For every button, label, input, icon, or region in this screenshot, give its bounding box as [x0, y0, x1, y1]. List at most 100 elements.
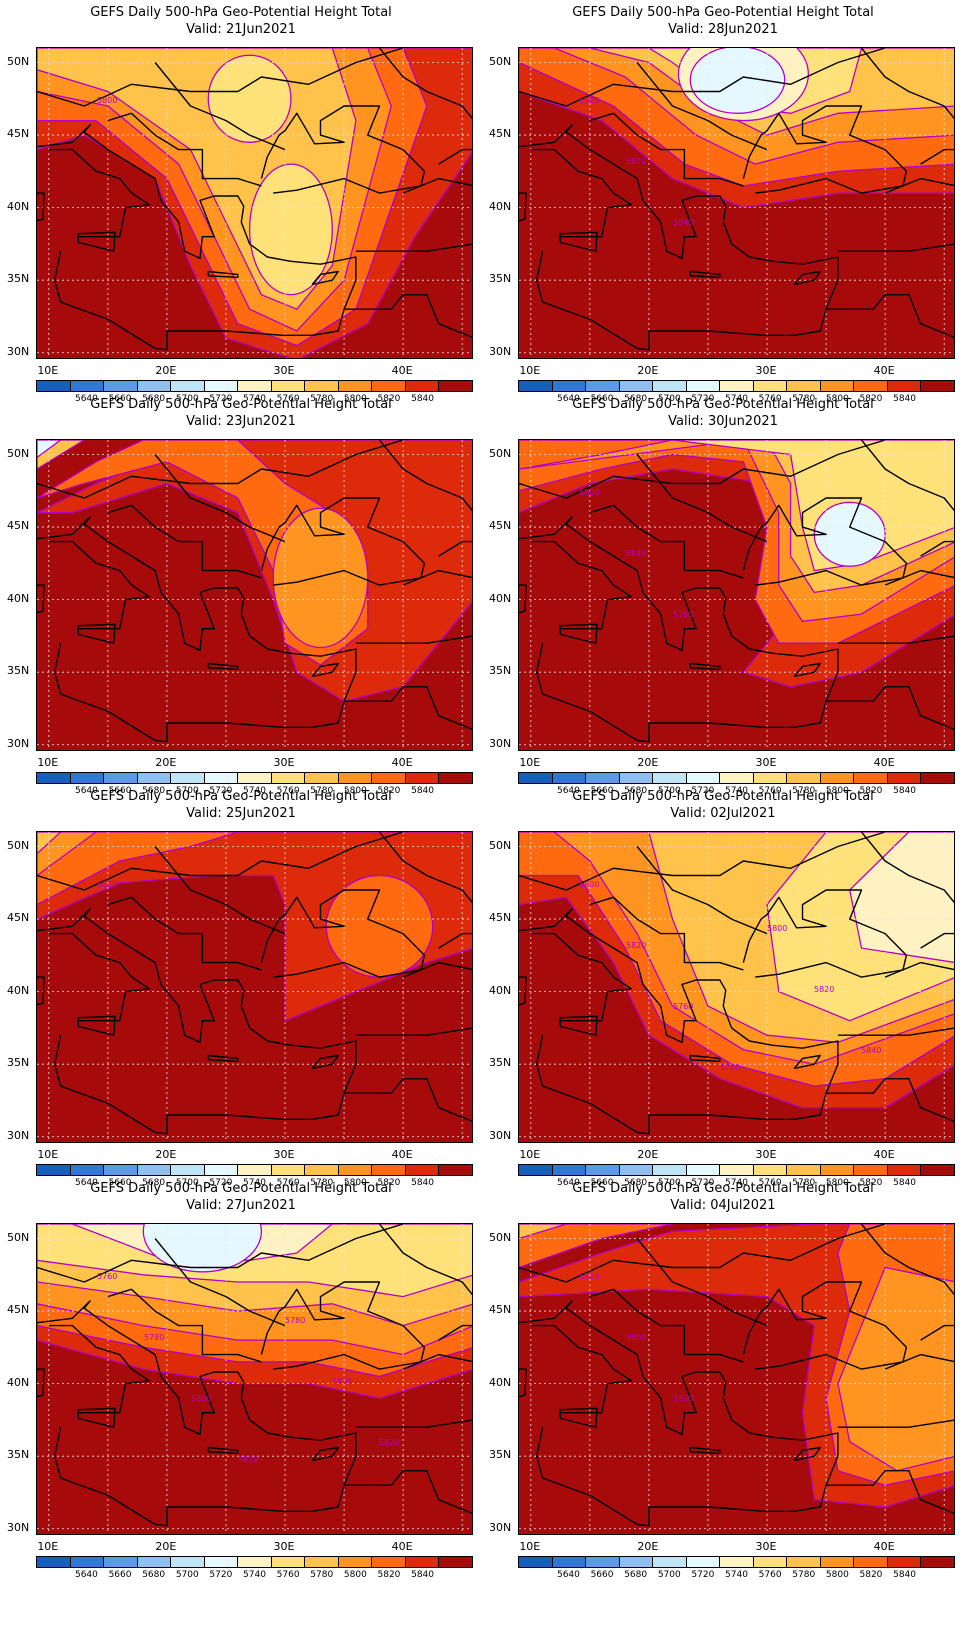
height-contour-band — [519, 1224, 673, 1269]
color-scale-swatch — [854, 773, 888, 783]
latitude-label: 50N — [7, 54, 30, 68]
color-scale-swatch — [137, 1165, 172, 1175]
color-scale-label: 5740 — [243, 1570, 266, 1580]
color-scale-swatch — [921, 381, 954, 391]
color-scale-label: 5720 — [691, 786, 715, 796]
coastline — [207, 1446, 239, 1454]
latitude-label: 35N — [7, 1056, 30, 1070]
coastline — [260, 105, 426, 194]
color-scale-label: 5840 — [893, 786, 917, 796]
coastline — [519, 908, 839, 1135]
longitude-label: 20E — [155, 1540, 177, 1553]
color-scale-label: 5660 — [590, 786, 614, 796]
latitude-label: 50N — [489, 54, 512, 68]
coastline — [107, 1288, 262, 1363]
map-panel: GEFS Daily 500-hPa Geo-Potential Height … — [0, 784, 482, 1194]
color-scale-swatch — [37, 773, 71, 783]
latitude-label: 35N — [489, 272, 512, 286]
color-scale-label: 5820 — [859, 1178, 883, 1188]
latitude-label: 50N — [7, 1230, 30, 1244]
color-scale-label: 5760 — [758, 786, 782, 796]
map-panel: GEFS Daily 500-hPa Geo-Potential Height … — [0, 1176, 482, 1586]
color-scale-label: 5640 — [74, 786, 98, 796]
coastline — [37, 1224, 404, 1283]
map-panel: GEFS Daily 500-hPa Geo-Potential Height … — [482, 1176, 964, 1586]
color-scale-label: 5640 — [74, 1178, 98, 1188]
geopotential-map: 5800 5820 5760 5780 5800 5820 5840 — [519, 832, 954, 1142]
coastline — [438, 932, 472, 949]
longitude-label: 40E — [873, 756, 895, 769]
color-scale-label: 5700 — [657, 786, 681, 796]
height-contour-band — [37, 440, 62, 459]
color-scale-swatch — [338, 1165, 373, 1175]
coastline — [793, 270, 821, 286]
coastline — [154, 1238, 286, 1327]
coastline — [742, 497, 908, 586]
coastline — [344, 294, 472, 339]
color-scale-label: 5760 — [758, 1570, 782, 1580]
coastline — [48, 932, 150, 1022]
color-scale-label: 5720 — [209, 394, 233, 404]
coastline — [207, 662, 239, 670]
color-scale-label: 5700 — [175, 786, 199, 796]
color-scale-label: 5640 — [556, 1178, 580, 1188]
contour-value-label: 5760 — [97, 1272, 117, 1281]
coastline — [519, 832, 886, 891]
color-scale-swatch — [787, 1557, 821, 1567]
color-scale-swatch — [405, 381, 440, 391]
coastline — [636, 62, 768, 151]
color-scale-swatch — [271, 773, 306, 783]
color-scale-label: 5700 — [657, 1570, 681, 1580]
color-scale-swatch — [519, 381, 553, 391]
color-scale-swatch — [921, 773, 954, 783]
coastline — [826, 1078, 954, 1123]
coastline — [154, 846, 286, 935]
color-scale-swatch — [720, 381, 754, 391]
longitude-label: 40E — [391, 1540, 413, 1553]
geopotential-map: 5800 5820 5840 — [519, 48, 954, 358]
panel-valid-date: Valid: 27Jun2021 — [186, 1198, 296, 1213]
color-scale-swatch — [238, 1165, 272, 1175]
color-scale-swatch — [70, 1557, 105, 1567]
color-scale-swatch — [305, 773, 339, 783]
contour-value-label: 5820 — [97, 880, 117, 889]
contour-value-label: 5800 — [767, 924, 787, 933]
color-scale-label: 5800 — [825, 394, 849, 404]
color-scale-label: 5640 — [74, 1570, 98, 1580]
coastline — [826, 1470, 954, 1515]
coastline — [519, 1224, 886, 1283]
color-scale-swatch — [519, 1557, 553, 1567]
coastline — [344, 686, 472, 731]
longitude-label: 30E — [273, 1148, 295, 1161]
color-scale-label: 5840 — [411, 786, 435, 796]
latitude-label: 45N — [7, 127, 30, 141]
color-scale-swatch — [372, 1557, 406, 1567]
coastline — [402, 1353, 472, 1370]
coastline — [559, 1407, 598, 1428]
panel-valid-date: Valid: 02Jul2021 — [670, 806, 776, 821]
coastline — [37, 908, 357, 1135]
color-scale-label: 5780 — [792, 394, 816, 404]
coastline — [884, 177, 954, 194]
longitude-label: 20E — [637, 364, 659, 377]
coastline — [311, 1054, 339, 1070]
color-scale-bar — [518, 1164, 955, 1176]
color-scale-swatch — [552, 773, 587, 783]
map-panel: GEFS Daily 500-hPa Geo-Potential Height … — [482, 392, 964, 802]
coastline — [107, 504, 262, 579]
height-contour-band — [37, 832, 238, 906]
longitude-label: 30E — [273, 756, 295, 769]
color-scale-label: 5700 — [175, 1570, 199, 1580]
coastline — [154, 62, 286, 151]
color-scale-label: 5680 — [624, 394, 648, 404]
color-scale-swatch — [204, 1557, 239, 1567]
color-scale-swatch — [552, 1165, 587, 1175]
color-scale-swatch — [204, 381, 239, 391]
color-scale-label: 5660 — [108, 1178, 132, 1188]
color-scale-swatch — [37, 1557, 71, 1567]
color-scale-label: 5820 — [859, 394, 883, 404]
color-scale-label: 5780 — [310, 1570, 334, 1580]
color-scale-label: 5780 — [792, 1570, 816, 1580]
color-scale-swatch — [104, 1557, 138, 1567]
panel-title: GEFS Daily 500-hPa Geo-Potential Height … — [90, 1181, 392, 1196]
